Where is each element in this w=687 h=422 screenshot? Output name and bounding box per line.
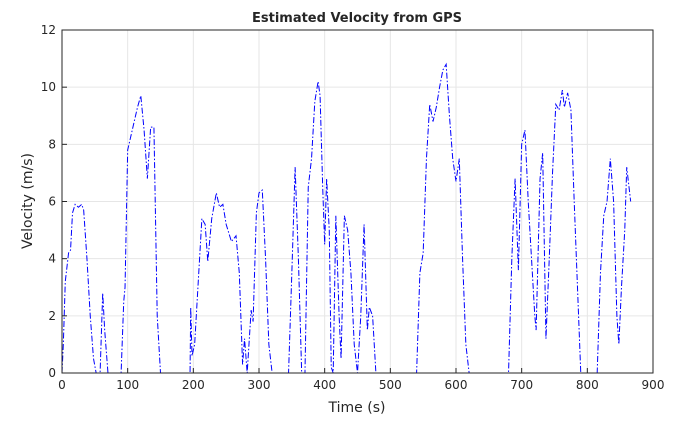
x-tick-label: 600 [445,378,468,392]
x-axis-label: Time (s) [328,400,386,416]
x-tick-label: 700 [510,378,533,392]
x-tick-label: 900 [642,378,665,392]
plot-frame [61,29,654,374]
y-tick-label: 0 [48,366,56,380]
x-tick-label: 800 [576,378,599,392]
y-axis-label: Velocity (m/s) [20,153,36,249]
x-tick-label: 200 [182,378,205,392]
y-tick-label: 12 [41,23,56,37]
x-tick-label: 500 [379,378,402,392]
x-tick-label: 0 [58,378,66,392]
y-tick-label: 6 [48,195,56,209]
y-tick-label: 4 [48,252,56,266]
data-line [61,62,632,374]
x-tick-label: 300 [248,378,271,392]
x-tick-label: 100 [116,378,139,392]
y-tick-label: 10 [41,80,56,94]
x-tick-label: 400 [313,378,336,392]
chart-title: Estimated Velocity from GPS [252,11,462,26]
y-tick-label: 2 [48,309,56,323]
y-tick-label: 8 [48,137,56,151]
